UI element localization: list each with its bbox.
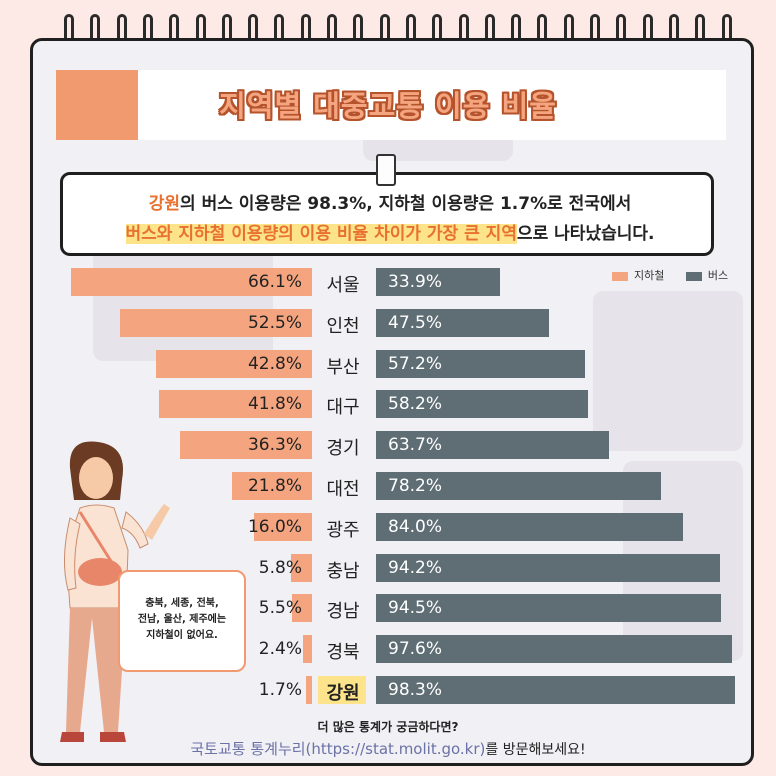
summary-text-2: 으로 나타났습니다. [516, 224, 655, 244]
note-line-3: 지하철이 없어요. [146, 630, 218, 641]
region-label: 서울 [326, 275, 360, 296]
region-label: 대전 [326, 479, 360, 500]
subway-value-label: 2.4% [258, 639, 302, 660]
bus-value-label: 94.5% [388, 598, 443, 619]
region-label: 부산 [326, 356, 360, 378]
bus-value-label: 33.9% [388, 272, 443, 292]
subway-bar [70, 268, 312, 296]
subway-value-label: 36.3% [247, 435, 302, 456]
footer-question: 더 많은 통계가 궁금하다면? [317, 720, 459, 734]
summary-line-1: 강원의 버스 이용량은 98.3%, 지하철 이용량은 1.7%로 전국에서 [63, 189, 717, 214]
bus-bar [376, 676, 735, 704]
region-label: 대구 [326, 397, 360, 419]
region-label: 경북 [326, 642, 360, 664]
chart-legend: 지하철 버스 [612, 267, 728, 283]
title-band [56, 70, 726, 140]
subway-value-label: 42.8% [247, 353, 302, 374]
bus-bar [376, 594, 721, 623]
subway-bar [179, 431, 312, 460]
summary-highlight-1: 강원 [148, 194, 181, 214]
subway-bar [253, 512, 312, 541]
bus-value-label: 57.2% [388, 353, 443, 374]
summary-text-1: 의 버스 이용량은 98.3%, 지하철 이용량은 1.7%로 전국에서 [180, 194, 632, 214]
bus-bar [376, 390, 589, 419]
bus-value-label: 63.7% [388, 435, 443, 456]
bus-bar [376, 308, 550, 337]
summary-line-2: 버스와 지하철 이용량의 이용 비율 차이가 가장 큰 지역으로 나타났습니다. [63, 219, 717, 244]
region-label: 충남 [326, 560, 360, 582]
subway-bar [291, 594, 312, 623]
subway-bar [155, 349, 312, 378]
bus-bar [376, 553, 720, 582]
note-line-1: 충북, 세종, 전북, [145, 598, 219, 609]
legend-bus-label: 버스 [707, 269, 729, 282]
highlight-region-marker [318, 676, 366, 704]
subway-value-label: 52.5% [247, 312, 302, 333]
woman-illustration-icon [60, 441, 170, 742]
subway-bar [232, 472, 312, 500]
footer-cta-text: 를 방문해보세요! [485, 742, 586, 758]
bus-value-label: 58.2% [388, 394, 443, 415]
bus-value-label: 94.2% [388, 557, 443, 578]
bus-value-label: 47.5% [388, 312, 443, 333]
region-label: 강원 [326, 683, 360, 704]
region-label: 경남 [326, 601, 360, 623]
subway-value-label: 66.1% [247, 272, 302, 292]
no-subway-note: 충북, 세종, 전북, 전남, 울산, 제주에는 지하철이 없어요. [118, 570, 246, 672]
subway-bar [159, 390, 312, 419]
bus-bar [376, 512, 683, 541]
region-label: 광주 [326, 519, 360, 541]
region-label: 인천 [326, 315, 360, 337]
subway-value-label: 21.8% [247, 476, 302, 496]
bg-building-1 [93, 241, 273, 361]
subway-value-label: 41.8% [247, 394, 302, 415]
title-accent-square [56, 70, 138, 140]
footer-cta: 국토교통 통계누리(https://stat.molit.go.kr)를 방문해… [0, 738, 776, 759]
subway-bar [303, 635, 312, 664]
bus-value-label: 78.2% [388, 476, 443, 496]
paper-clip-icon [376, 154, 396, 186]
subway-value-label: 16.0% [247, 516, 302, 537]
legend-subway-label: 지하철 [634, 269, 665, 282]
bus-bar [376, 472, 662, 500]
subway-bar [305, 676, 312, 704]
bg-building-2 [593, 291, 743, 451]
bus-value-label: 98.3% [388, 680, 443, 700]
subway-value-label: 1.7% [258, 680, 302, 700]
subway-value-label: 5.5% [258, 598, 302, 619]
subway-value-label: 5.8% [258, 557, 302, 578]
bus-bar [376, 349, 585, 378]
note-line-2: 전남, 울산, 제주에는 [137, 614, 227, 625]
notebook-rings [30, 14, 754, 54]
summary-highlight-2: 버스와 지하철 이용량의 이용 비율 차이가 가장 큰 지역 [125, 224, 517, 244]
legend-subway-swatch [612, 271, 628, 281]
region-label: 경기 [326, 438, 360, 460]
stat-site-link[interactable]: 국토교통 통계누리(https://stat.molit.go.kr) [190, 740, 486, 758]
page-title: 지역별 대중교통 이용 비율 [219, 89, 557, 123]
bus-value-label: 84.0% [388, 516, 443, 537]
subway-bar [290, 553, 312, 582]
bus-bar [376, 268, 500, 296]
legend-bus-swatch [685, 271, 702, 281]
bus-bar [376, 431, 609, 460]
bus-bar [376, 635, 733, 664]
bus-value-label: 97.6% [388, 639, 443, 660]
subway-bar [120, 308, 312, 337]
